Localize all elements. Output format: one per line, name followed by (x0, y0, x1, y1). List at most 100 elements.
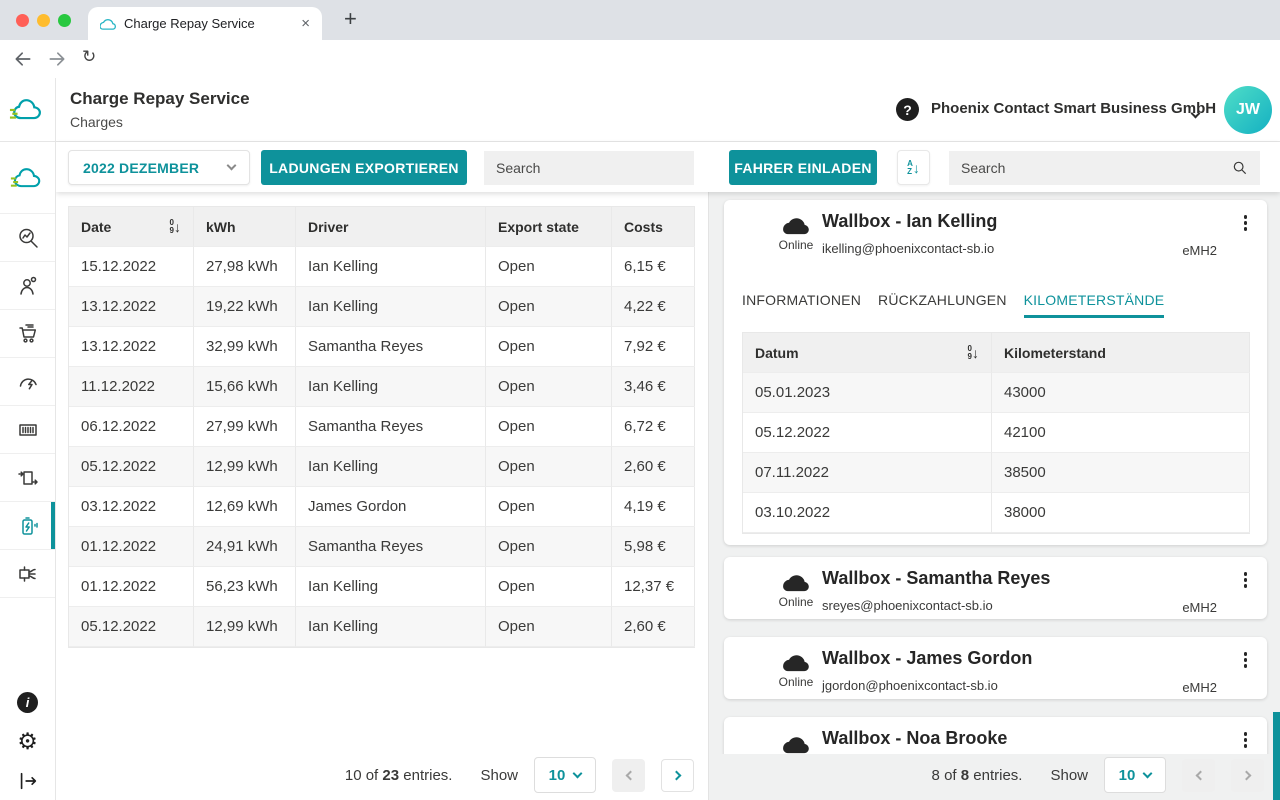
help-icon[interactable]: ? (896, 98, 919, 121)
tab-kilometerstaende[interactable]: KILOMETERSTÄNDE (1023, 292, 1165, 318)
cell-export-state: Open (486, 247, 612, 287)
app-header: Charge Repay Service Charges ? Phoenix C… (0, 78, 1280, 142)
chevron-down-icon[interactable] (1190, 104, 1201, 122)
column-header-costs[interactable]: Costs (612, 207, 695, 247)
panel-scrollbar[interactable] (1273, 712, 1280, 800)
tab-close-icon[interactable]: × (301, 15, 310, 32)
sidebar-item-impulse-analytics[interactable] (0, 454, 55, 502)
cell-kilometerstand: 38000 (992, 493, 1250, 533)
charges-search-input[interactable] (496, 160, 677, 176)
info-icon[interactable]: i (17, 692, 38, 713)
wallbox-card-ian-kelling: Online Wallbox - Ian Kelling ikelling@ph… (724, 200, 1267, 545)
sidebar-item-proficloud-home[interactable] (0, 142, 55, 214)
previous-page-button[interactable] (1182, 758, 1215, 792)
cell-kwh: 19,22 kWh (194, 287, 296, 327)
back-icon[interactable] (13, 49, 33, 69)
tab-informationen[interactable]: INFORMATIONEN (742, 292, 862, 308)
table-row[interactable]: 05.12.2022 42100 (743, 413, 1250, 453)
driver-email: jgordon@phoenixcontact-sb.io (822, 678, 998, 693)
page-size-dropdown[interactable]: 10 (1104, 757, 1166, 793)
cell-kwh: 12,99 kWh (194, 607, 296, 647)
drivers-search-input[interactable] (961, 160, 1224, 176)
column-header-export-state[interactable]: Export state (486, 207, 612, 247)
proficloud-logo[interactable] (0, 78, 56, 141)
card-menu-icon[interactable] (1243, 215, 1247, 231)
cell-date: 05.12.2022 (69, 447, 194, 487)
previous-page-button[interactable] (612, 758, 645, 792)
window-minimize-button[interactable] (37, 14, 50, 27)
cell-kilometerstand: 43000 (992, 373, 1250, 413)
column-header-kwh[interactable]: kWh (194, 207, 296, 247)
column-header-kilometerstand[interactable]: Kilometerstand (992, 333, 1250, 373)
table-row[interactable]: 05.01.2023 43000 (743, 373, 1250, 413)
table-row[interactable]: 13.12.2022 19,22 kWh Ian Kelling Open 4,… (69, 287, 695, 327)
shopping-cart-icon (18, 323, 36, 343)
new-tab-button[interactable]: + (344, 6, 357, 31)
table-row[interactable]: 03.12.2022 12,69 kWh James Gordon Open 4… (69, 487, 695, 527)
table-row[interactable]: 11.12.2022 15,66 kWh Ian Kelling Open 3,… (69, 367, 695, 407)
chevron-down-icon (1142, 768, 1153, 778)
export-charges-button[interactable]: LADUNGEN EXPORTIEREN (261, 150, 467, 185)
driver-email: ikelling@phoenixcontact-sb.io (822, 241, 995, 256)
wallbox-model: eMH2 (1182, 243, 1217, 258)
card-menu-icon[interactable] (1243, 652, 1247, 668)
column-header-driver[interactable]: Driver (296, 207, 486, 247)
table-row[interactable]: 05.12.2022 12,99 kWh Ian Kelling Open 2,… (69, 607, 695, 647)
cell-driver: Samantha Reyes (296, 527, 486, 567)
cell-kwh: 27,98 kWh (194, 247, 296, 287)
sidebar-item-monitoring[interactable] (0, 214, 55, 262)
gauge-lightning-icon (19, 377, 37, 389)
logout-icon[interactable] (17, 770, 39, 792)
table-row[interactable]: 01.12.2022 24,91 kWh Samantha Reyes Open… (69, 527, 695, 567)
chevron-down-icon (226, 160, 237, 171)
wallbox-card-samantha-reyes[interactable]: Online Wallbox - Samantha Reyes sreyes@p… (724, 557, 1267, 619)
page-size-dropdown[interactable]: 10 (534, 757, 596, 793)
next-page-button[interactable] (1231, 758, 1264, 792)
organization-selector[interactable]: Phoenix Contact Smart Business GmbH (931, 100, 1217, 117)
next-page-button[interactable] (661, 758, 694, 792)
table-row[interactable]: 06.12.2022 27,99 kWh Samantha Reyes Open… (69, 407, 695, 447)
table-row[interactable]: 15.12.2022 27,98 kWh Ian Kelling Open 6,… (69, 247, 695, 287)
month-filter-dropdown[interactable]: 2022 DEZEMBER (68, 150, 250, 185)
sidebar-item-emma[interactable] (0, 358, 55, 406)
browser-tab[interactable]: Charge Repay Service × (88, 7, 322, 40)
reload-icon[interactable]: ↻ (82, 47, 97, 66)
table-row[interactable]: 03.10.2022 38000 (743, 493, 1250, 533)
table-row[interactable]: 05.12.2022 12,99 kWh Ian Kelling Open 2,… (69, 447, 695, 487)
sidebar-item-user-management[interactable] (0, 262, 55, 310)
cell-driver: James Gordon (296, 487, 486, 527)
charges-search[interactable] (484, 151, 694, 185)
window-close-button[interactable] (16, 14, 29, 27)
settings-gear-icon[interactable]: ⚙ (17, 728, 38, 754)
drivers-search[interactable] (949, 151, 1260, 185)
barcode-icon (18, 423, 37, 436)
tab-rueckzahlungen[interactable]: RÜCKZAHLUNGEN (878, 292, 1007, 308)
cell-driver: Ian Kelling (296, 447, 486, 487)
sidebar-item-device-management[interactable] (0, 406, 55, 454)
cell-export-state: Open (486, 447, 612, 487)
table-row[interactable]: 07.11.2022 38500 (743, 453, 1250, 493)
page-size-value: 10 (1118, 766, 1136, 784)
wallbox-card-james-gordon[interactable]: Online Wallbox - James Gordon jgordon@ph… (724, 637, 1267, 699)
table-row[interactable]: 01.12.2022 56,23 kWh Ian Kelling Open 12… (69, 567, 695, 607)
invite-driver-button[interactable]: FAHRER EINLADEN (729, 150, 877, 185)
status-badge: Online (778, 238, 814, 252)
sidebar: i ⚙ (0, 142, 56, 800)
cell-driver: Ian Kelling (296, 247, 486, 287)
table-row[interactable]: 13.12.2022 32,99 kWh Samantha Reyes Open… (69, 327, 695, 367)
sidebar-item-splice[interactable] (0, 550, 55, 598)
cell-date: 13.12.2022 (69, 287, 194, 327)
card-menu-icon[interactable] (1243, 572, 1247, 588)
user-avatar[interactable]: JW (1224, 86, 1272, 134)
forward-icon[interactable] (47, 49, 67, 69)
sidebar-item-charge-repay[interactable] (0, 502, 55, 550)
window-maximize-button[interactable] (58, 14, 71, 27)
sidebar-item-store[interactable] (0, 310, 55, 358)
cell-export-state: Open (486, 487, 612, 527)
card-menu-icon[interactable] (1243, 732, 1247, 748)
